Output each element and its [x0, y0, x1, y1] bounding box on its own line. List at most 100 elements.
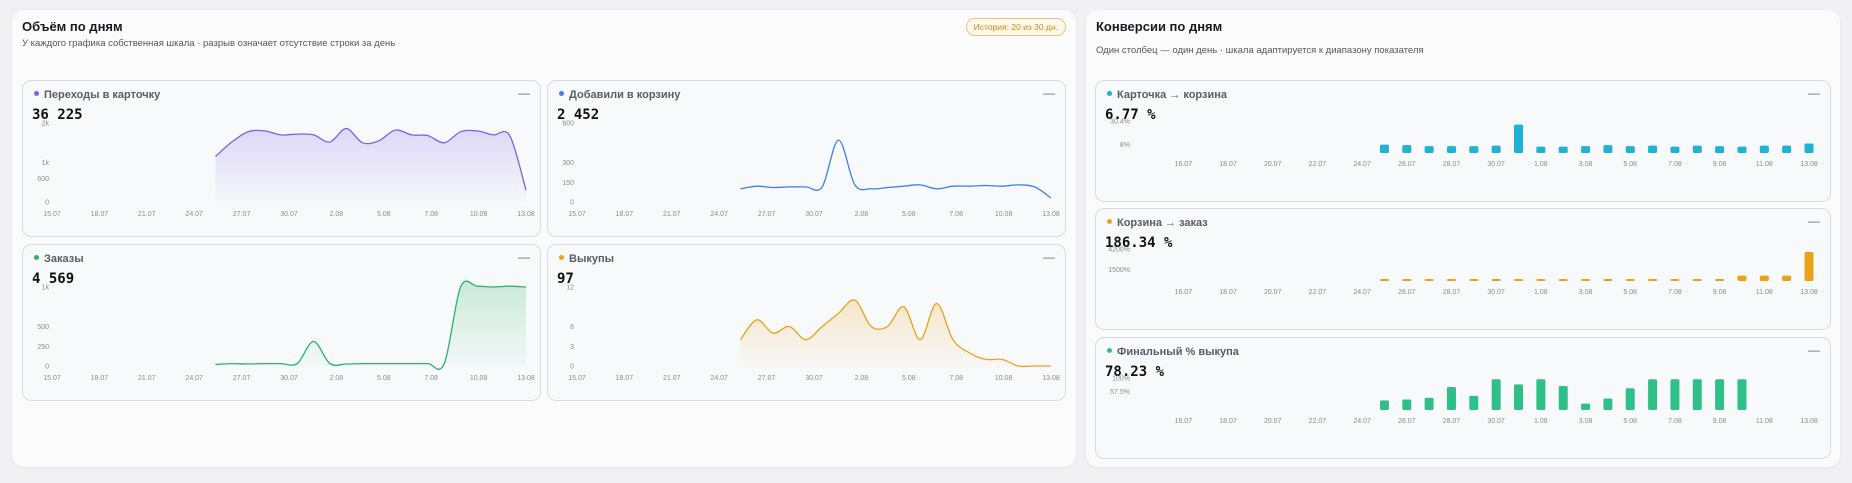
x-tick-label: 2.08	[855, 375, 869, 382]
y-tick-label: 1500%	[1108, 267, 1130, 274]
x-tick-label: 1.08	[1534, 289, 1548, 296]
x-tick-label: 13.08	[517, 211, 535, 218]
y-tick-label: 600	[562, 121, 574, 128]
x-tick-label: 18.07	[91, 375, 109, 382]
bar	[1446, 279, 1456, 281]
bar	[1625, 388, 1635, 410]
chart-total-value: 97	[557, 271, 574, 287]
chart-title: Выкупы	[559, 253, 614, 265]
bar	[1558, 146, 1568, 153]
bar	[1648, 379, 1658, 410]
chart-total-value: 186.34 %	[1105, 235, 1173, 251]
history-badge: История: 20 из 30 дн.	[965, 18, 1066, 36]
series-dot-icon	[1107, 219, 1112, 224]
bar	[1759, 275, 1769, 281]
bar	[1648, 279, 1658, 281]
y-tick-label: 8%	[1120, 142, 1130, 149]
x-tick-label: 10.08	[995, 211, 1013, 218]
bar	[1491, 145, 1501, 153]
x-tick-label: 21.07	[663, 375, 681, 382]
x-tick-label: 2.08	[330, 375, 344, 382]
x-tick-label: 2.08	[330, 211, 344, 218]
series-line	[215, 127, 527, 191]
bar	[1692, 379, 1702, 410]
volume-title: Объём по дням	[22, 19, 123, 34]
series-line	[739, 299, 1051, 368]
collapse-button[interactable]: —	[518, 250, 530, 264]
x-tick-label: 18.07	[616, 375, 634, 382]
bar	[1491, 279, 1501, 281]
chart-svg: 30.4% 8% 16.07 18.07 20.07 22.07 24.07 26.07 28.…	[1110, 119, 1818, 169]
chart-title: Переходы в карточку	[34, 89, 160, 101]
x-tick-label: 15.07	[43, 211, 61, 218]
x-tick-label: 28.07	[1443, 289, 1461, 296]
x-tick-label: 30.07	[280, 211, 298, 218]
x-tick-label: 7.08	[949, 211, 963, 218]
conversions-subtitle: Один столбец — один день · шкала адаптир…	[1096, 45, 1424, 56]
chart-svg: 1k 500 250 0 15.07 18.07 21.07 24.07 27.07 30.07 2…	[37, 280, 535, 382]
chart-total-value: 6.77 %	[1105, 107, 1156, 123]
chart-card-buyouts: Выкупы — 97 12 6 3 0 15.07 18.07 21.07 24.07 27.…	[547, 244, 1066, 401]
x-tick-label: 21.07	[138, 375, 156, 382]
x-tick-label: 7.08	[1668, 161, 1682, 168]
x-tick-label: 11.08	[1756, 418, 1773, 425]
x-tick-label: 3.08	[1579, 418, 1593, 425]
bar	[1402, 399, 1412, 410]
chart-svg: 100% 57.5% 16.07 18.07 20.07 22.07 24.07 26.07 2…	[1110, 376, 1818, 426]
bar	[1536, 146, 1546, 153]
collapse-button[interactable]: —	[1043, 86, 1055, 100]
x-tick-label: 5.08	[902, 211, 916, 218]
series-line	[740, 139, 1052, 199]
bar	[1469, 146, 1479, 153]
x-tick-label: 30.07	[805, 211, 823, 218]
collapse-button[interactable]: —	[518, 86, 530, 100]
bar	[1782, 145, 1792, 153]
bar	[1536, 279, 1546, 281]
x-tick-label: 24.07	[1353, 161, 1371, 168]
x-tick-label: 10.08	[470, 211, 488, 218]
x-tick-label: 18.07	[91, 211, 109, 218]
bar	[1581, 403, 1591, 410]
x-tick-label: 9.08	[1713, 289, 1727, 296]
bar	[1424, 397, 1434, 410]
bar	[1469, 395, 1479, 410]
y-tick-label: 250	[37, 344, 49, 351]
bar	[1581, 146, 1591, 153]
x-tick-label: 26.07	[1398, 418, 1416, 425]
x-tick-label: 27.07	[233, 375, 251, 382]
y-tick-label: 2k	[42, 121, 50, 128]
x-tick-label: 24.07	[710, 375, 728, 382]
bar	[1558, 386, 1568, 410]
bar	[1424, 279, 1434, 281]
x-tick-label: 5.08	[1623, 289, 1637, 296]
collapse-button[interactable]: —	[1043, 250, 1055, 264]
x-tick-label: 18.07	[1219, 161, 1237, 168]
bar	[1625, 146, 1635, 153]
y-tick-label: 1k	[42, 285, 50, 292]
series-area	[215, 128, 526, 202]
x-tick-label: 11.08	[1756, 289, 1773, 296]
chart-title: Карточка → корзина	[1107, 89, 1227, 101]
bar	[1603, 398, 1613, 410]
collapse-button[interactable]: —	[1808, 214, 1820, 228]
x-tick-label: 5.08	[1623, 161, 1637, 168]
bar	[1804, 252, 1814, 281]
x-tick-label: 9.08	[1713, 161, 1727, 168]
x-tick-label: 27.07	[758, 375, 776, 382]
collapse-button[interactable]: —	[1808, 86, 1820, 100]
x-tick-label: 24.07	[710, 211, 728, 218]
chart-title: Заказы	[34, 253, 84, 265]
x-tick-label: 24.07	[1353, 289, 1371, 296]
bar	[1536, 379, 1546, 410]
x-tick-label: 24.07	[1353, 418, 1371, 425]
bar	[1446, 386, 1456, 410]
chart-card-orders: Заказы — 4 569 1k 500 250 0 15.07 18.07 21.07 2…	[22, 244, 541, 401]
chart-total-value: 36 225	[32, 107, 83, 123]
series-dot-icon	[34, 255, 39, 260]
collapse-button[interactable]: —	[1808, 343, 1820, 357]
x-tick-label: 27.07	[233, 211, 251, 218]
x-tick-label: 24.07	[185, 211, 203, 218]
x-tick-label: 7.08	[1668, 418, 1682, 425]
x-tick-label: 15.07	[43, 375, 61, 382]
chart-svg: 600 300 150 0 15.07 18.07 21.07 24.07 27.07 30.07…	[562, 121, 1060, 219]
